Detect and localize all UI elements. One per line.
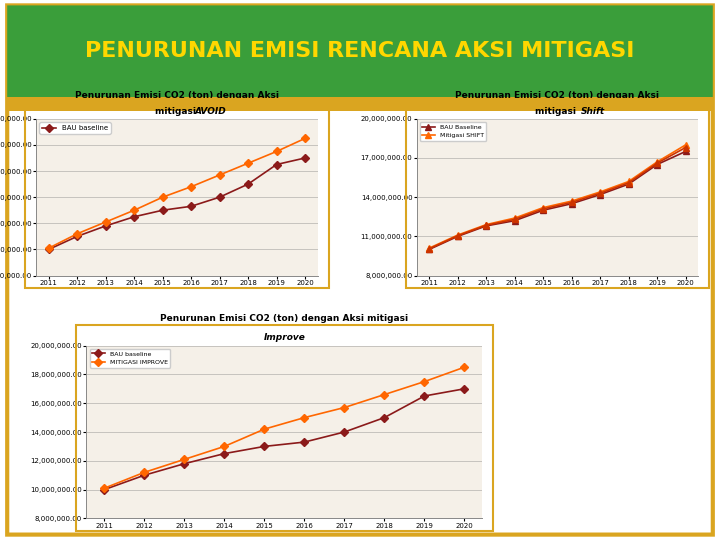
Text: Penurunan Emisi CO2 (ton) dengan Aksi: Penurunan Emisi CO2 (ton) dengan Aksi [75,91,279,100]
Text: AVOID: AVOID [195,107,227,116]
Text: PENURUNAN EMISI RENCANA AKSI MITIGASI: PENURUNAN EMISI RENCANA AKSI MITIGASI [85,41,635,62]
Legend: BAU Baseline, Mitigasi SHIFT: BAU Baseline, Mitigasi SHIFT [420,122,486,141]
Text: mitigasi: mitigasi [155,107,199,116]
FancyBboxPatch shape [7,5,713,97]
FancyBboxPatch shape [7,5,713,535]
Text: mitigasi: mitigasi [536,107,580,116]
Text: Penurunan Emisi CO2 (ton) dengan Aksi mitigasi: Penurunan Emisi CO2 (ton) dengan Aksi mi… [161,314,408,323]
Bar [7,97,713,111]
Text: Penurunan Emisi CO2 (ton) dengan Aksi: Penurunan Emisi CO2 (ton) dengan Aksi [456,91,660,100]
Text: Shift: Shift [580,107,605,116]
Legend: BAU baseline: BAU baseline [40,122,111,134]
Text: Improve: Improve [264,333,305,342]
Legend: BAU baseline, MITIGASI IMPROVE: BAU baseline, MITIGASI IMPROVE [89,349,170,368]
